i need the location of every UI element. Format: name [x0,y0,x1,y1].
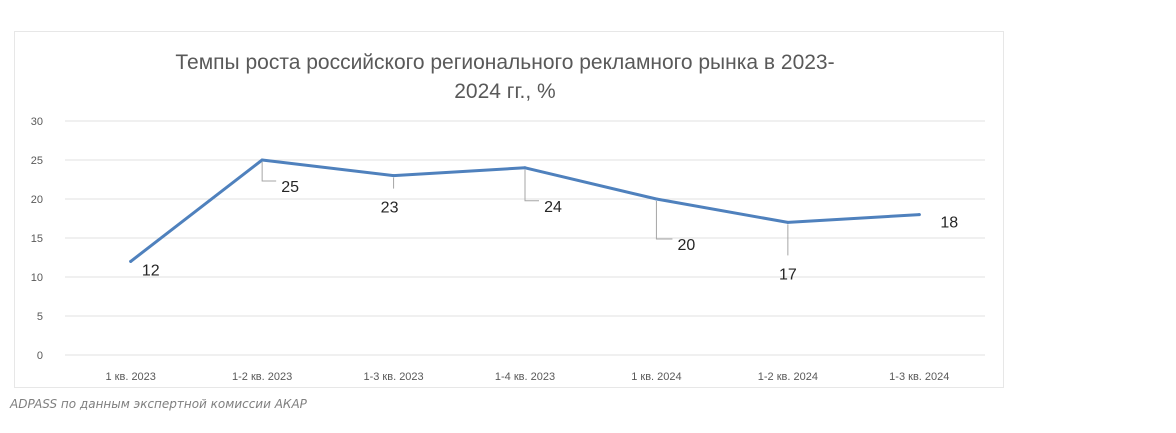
data-label: 17 [779,266,797,283]
chart-title-line-1: Темпы роста российского регионального ре… [175,51,835,74]
data-point [129,259,133,263]
data-label: 12 [142,262,160,279]
x-tick-label: 1 кв. 2023 [106,371,156,383]
data-point [392,174,396,178]
y-tick-label: 30 [31,116,43,128]
data-label-leader [655,201,673,240]
x-tick-label: 1-2 кв. 2023 [232,371,292,383]
y-tick-label: 20 [31,194,43,206]
data-label: 25 [281,179,299,196]
chart-area: Темпы роста российского регионального ре… [14,31,1004,388]
x-tick-label: 1-2 кв. 2024 [758,371,818,383]
y-tick-label: 5 [37,311,43,323]
data-label-leader [261,162,277,182]
data-point [654,197,658,201]
y-tick-label: 15 [31,233,43,245]
data-point [786,220,790,224]
x-tick-label: 1-4 кв. 2023 [495,371,555,383]
x-tick-label: 1-3 кв. 2023 [363,371,423,383]
x-tick-label: 1 кв. 2024 [631,371,681,383]
data-label: 18 [940,215,958,232]
y-tick-label: 25 [31,155,43,167]
chart-title: Темпы роста российского регионального ре… [125,48,885,106]
data-point [260,158,264,162]
line-chart: 0 5 10 15 20 25 30 1 кв. 2023 1-2 кв. 2023 1-3 кв… [31,116,985,383]
data-point [523,166,527,170]
chart-title-line-2: 2024 гг., % [454,80,556,103]
data-label: 24 [544,199,562,216]
data-label: 23 [381,200,399,217]
data-label: 20 [678,237,696,254]
data-point [917,213,921,217]
y-tick-label: 0 [37,350,43,362]
x-tick-label: 1-3 кв. 2024 [889,371,949,383]
data-label-leader [524,169,539,202]
y-tick-label: 10 [31,272,43,284]
source-note: ADPASS по данным экспертной комиссии АКА… [10,397,307,411]
